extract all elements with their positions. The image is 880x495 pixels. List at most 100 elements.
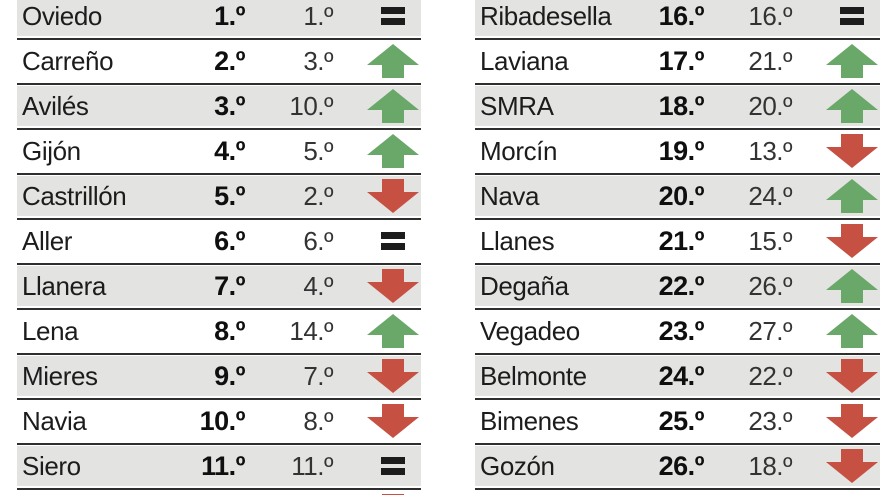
row-divider	[475, 126, 880, 131]
municipality-name: Oviedo	[22, 0, 102, 31]
up-arrow-icon	[367, 44, 419, 78]
previous-rank: 15.º	[748, 225, 792, 256]
municipality-name: Mieres	[22, 360, 98, 391]
municipality-name: Navia	[22, 405, 87, 436]
table-row: Lena 8.º 14.º	[17, 311, 421, 351]
up-arrow-icon	[826, 314, 878, 348]
change-indicator	[333, 89, 421, 123]
current-rank: 17.º	[658, 45, 705, 76]
previous-rank: 18.º	[748, 450, 792, 481]
previous-rank: 21.º	[748, 45, 792, 76]
change-indicator	[333, 314, 421, 348]
previous-rank: 8.º	[303, 405, 333, 436]
municipality-name: Carreño	[22, 45, 114, 76]
municipality-name: Aller	[22, 225, 73, 256]
table-row: Belmonte 24.º 22.º	[475, 356, 880, 396]
row-divider	[475, 351, 880, 356]
change-indicator	[792, 449, 880, 483]
change-indicator	[792, 404, 880, 438]
current-rank: 6.º	[214, 225, 245, 256]
change-indicator	[333, 359, 421, 393]
municipality-name: Siero	[22, 450, 81, 481]
row-divider	[17, 216, 421, 221]
table-row: Ribadesella 16.º 16.º	[475, 0, 880, 36]
municipality-name: Ribadesella	[480, 0, 612, 31]
table-row: Aller 6.º 6.º	[17, 221, 421, 261]
current-rank: 19.º	[658, 135, 705, 166]
previous-rank: 4.º	[303, 270, 333, 301]
current-rank: 8.º	[214, 315, 245, 346]
current-rank: 2.º	[214, 45, 245, 76]
table-row: Castrillón 5.º 2.º	[17, 176, 421, 216]
table-row: Siero 11.º 11.º	[17, 446, 421, 486]
change-indicator	[792, 134, 880, 168]
table-row: Nava 20.º 24.º	[475, 176, 880, 216]
table-row: Mieres 9.º 7.º	[17, 356, 421, 396]
municipality-name: Laviana	[480, 45, 569, 76]
change-indicator	[333, 179, 421, 213]
row-divider	[475, 36, 880, 41]
current-rank: 11.º	[201, 450, 245, 481]
current-rank: 9.º	[214, 360, 245, 391]
change-indicator	[792, 179, 880, 213]
municipality-name: SMRA	[480, 90, 554, 121]
row-divider	[17, 171, 421, 176]
row-divider	[17, 261, 421, 266]
current-rank: 26.º	[658, 450, 705, 481]
table-row: Llanera 7.º 4.º	[17, 266, 421, 306]
row-divider	[475, 81, 880, 86]
municipality-name: Llanes	[480, 225, 555, 256]
row-divider	[17, 306, 421, 311]
change-indicator	[792, 269, 880, 303]
table-row: Oviedo 1.º 1.º	[17, 0, 421, 36]
row-divider	[17, 81, 421, 86]
change-indicator	[333, 134, 421, 168]
equals-icon	[826, 0, 878, 33]
current-rank: 23.º	[658, 315, 705, 346]
current-rank: 22.º	[658, 270, 705, 301]
down-arrow-icon	[367, 359, 419, 393]
current-rank: 10.º	[199, 405, 246, 436]
change-indicator	[792, 0, 880, 33]
up-arrow-icon	[826, 44, 878, 78]
municipality-name: Morcín	[480, 135, 558, 166]
table-row: Llanes 21.º 15.º	[475, 221, 880, 261]
table-row: Carreño 2.º 3.º	[17, 41, 421, 81]
row-divider	[17, 441, 421, 446]
change-indicator	[792, 89, 880, 123]
current-rank: 7.º	[214, 270, 245, 301]
change-indicator	[333, 404, 421, 438]
municipality-name: Castrillón	[22, 180, 127, 211]
table-row: Gijón 4.º 5.º	[17, 131, 421, 171]
previous-rank: 22.º	[748, 360, 792, 391]
change-indicator	[792, 314, 880, 348]
row-divider	[17, 126, 421, 131]
previous-rank: 3.º	[303, 45, 333, 76]
change-indicator	[333, 0, 421, 33]
previous-rank: 14.º	[289, 315, 333, 346]
previous-rank: 24.º	[748, 180, 792, 211]
table-row: Degaña 22.º 26.º	[475, 266, 880, 306]
previous-rank: 26.º	[748, 270, 792, 301]
up-arrow-icon	[367, 134, 419, 168]
table-row: Vegadeo 23.º 27.º	[475, 311, 880, 351]
up-arrow-icon	[826, 269, 878, 303]
row-divider	[475, 261, 880, 266]
municipality-name: Gozón	[480, 450, 555, 481]
up-arrow-icon	[367, 89, 419, 123]
row-divider	[475, 306, 880, 311]
previous-rank: 7.º	[303, 360, 333, 391]
ranking-table-right: Ribadesella 16.º 16.º Laviana 17.º 21.º SMRA 18…	[475, 0, 880, 491]
current-rank: 5.º	[214, 180, 245, 211]
change-indicator	[792, 224, 880, 258]
municipality-name: Nava	[480, 180, 540, 211]
change-indicator	[792, 44, 880, 78]
equals-icon	[367, 0, 419, 33]
table-row: Bimenes 25.º 23.º	[475, 401, 880, 441]
down-arrow-icon	[826, 404, 878, 438]
down-arrow-icon	[367, 404, 419, 438]
down-arrow-icon	[367, 179, 419, 213]
down-arrow-icon	[826, 359, 878, 393]
row-divider	[17, 486, 421, 491]
